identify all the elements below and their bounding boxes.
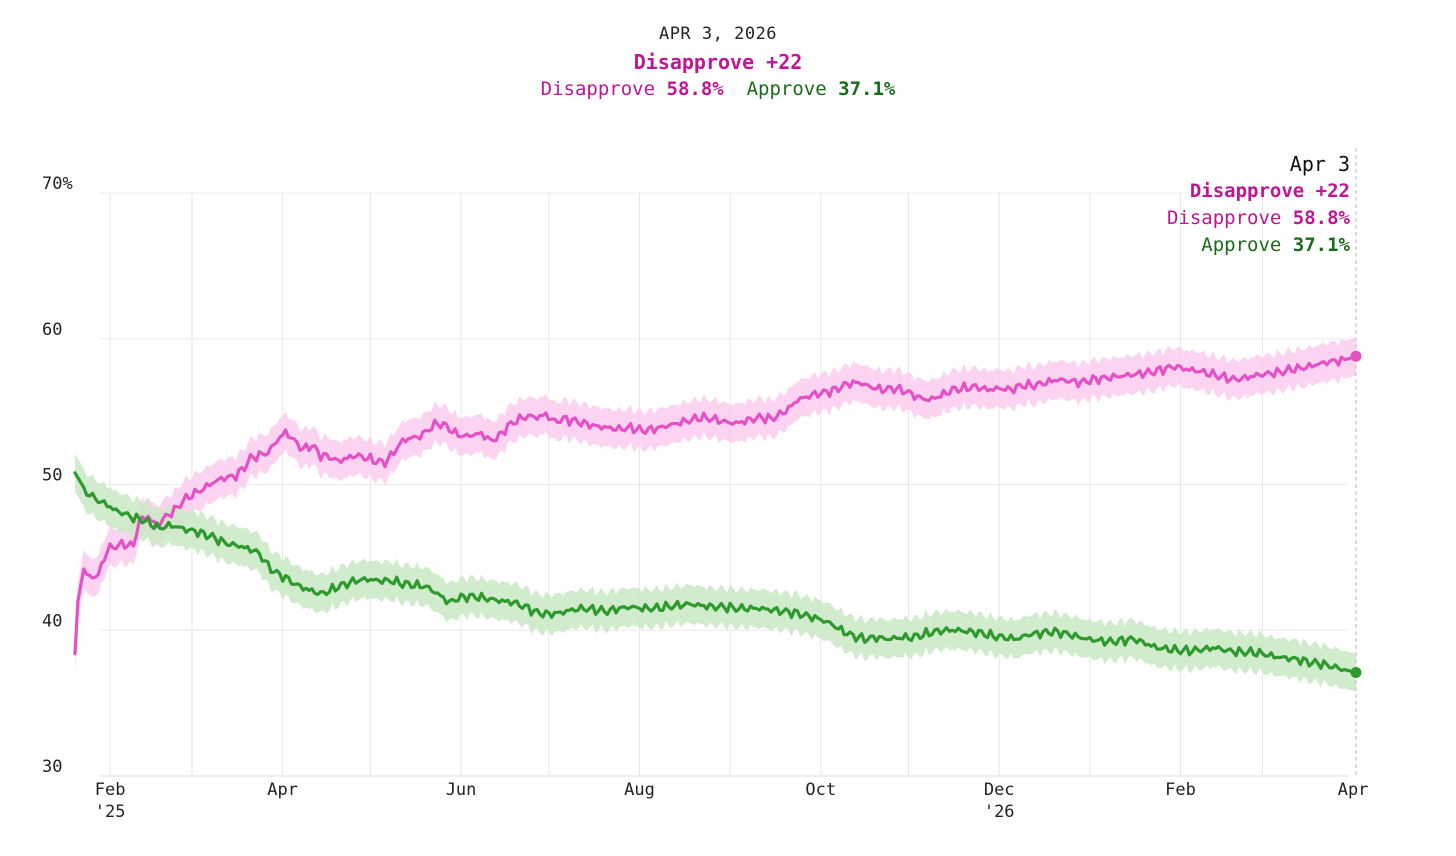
header-date: APR 3, 2026 bbox=[658, 24, 778, 44]
approve-band bbox=[75, 453, 1356, 692]
y-axis: 70% 60 50 40 30 bbox=[42, 174, 73, 777]
tooltip-disapprove: Disapprove 58.8% bbox=[1167, 207, 1351, 229]
y-tick-label: 70% bbox=[42, 174, 73, 194]
header-disapprove-value: 58.8% bbox=[666, 78, 724, 100]
tooltip-spread: Disapprove +22 bbox=[1190, 180, 1350, 202]
tooltip-date: Apr 3 bbox=[1290, 152, 1350, 176]
x-tick-label: Apr bbox=[1338, 780, 1369, 800]
y-tick-label: 60 bbox=[42, 320, 62, 340]
x-tick-sublabel: '25 bbox=[95, 802, 126, 822]
header-values: Disapprove 58.8% Approve 37.1% bbox=[0, 78, 1436, 100]
approve-end-point bbox=[1350, 667, 1362, 679]
disapprove-line bbox=[73, 354, 1358, 656]
y-tick-label: 30 bbox=[42, 757, 62, 777]
approve-line bbox=[73, 471, 1358, 675]
x-tick-label: Feb bbox=[1165, 780, 1196, 800]
tooltip-disapprove-value: 58.8% bbox=[1293, 207, 1351, 229]
x-tick-label: Jun bbox=[446, 780, 477, 800]
tooltip-approve: Approve 37.1% bbox=[1201, 234, 1350, 256]
tooltip-approve-label: Approve bbox=[1201, 234, 1281, 256]
end-points bbox=[1350, 350, 1362, 679]
x-tick-label: Feb bbox=[95, 780, 126, 800]
x-tick-sublabel: '26 bbox=[984, 802, 1015, 822]
x-tick-label: Oct bbox=[805, 780, 836, 800]
hover-tooltip: Apr 3 Disapprove +22 Disapprove 58.8% Ap… bbox=[1167, 152, 1351, 256]
confidence-bands bbox=[75, 337, 1356, 692]
y-tick-label: 40 bbox=[42, 611, 62, 631]
header-disapprove-label: Disapprove bbox=[540, 78, 656, 100]
disapprove-end-point bbox=[1350, 350, 1362, 362]
tooltip-approve-value: 37.1% bbox=[1293, 234, 1351, 256]
y-tick-label: 50 bbox=[42, 466, 62, 486]
tooltip-disapprove-label: Disapprove bbox=[1167, 207, 1281, 229]
x-tick-label: Apr bbox=[267, 780, 298, 800]
grid bbox=[100, 192, 1348, 777]
x-tick-label: Aug bbox=[624, 780, 655, 800]
x-tick-label: Dec bbox=[984, 780, 1015, 800]
series-lines bbox=[73, 354, 1358, 675]
header-spread: Disapprove +22 bbox=[0, 50, 1436, 74]
disapprove-band bbox=[75, 337, 1356, 673]
header-approve-label: Approve bbox=[746, 78, 827, 100]
chart-header: APR 3, 2026 Disapprove +22 Disapprove 58… bbox=[0, 24, 1436, 100]
header-spread-text: Disapprove +22 bbox=[633, 50, 803, 74]
header-approve-value: 37.1% bbox=[838, 78, 896, 100]
